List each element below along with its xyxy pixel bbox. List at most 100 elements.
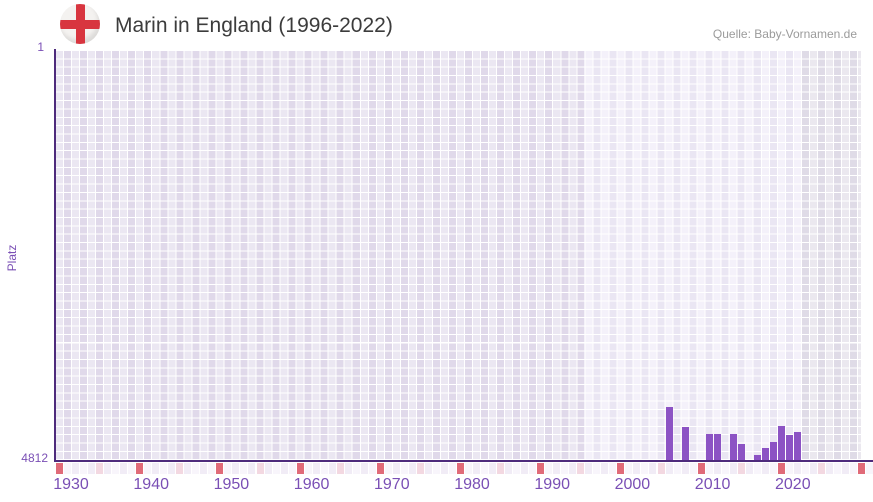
strip-cell-1973 bbox=[416, 463, 424, 474]
strip-cell-1957 bbox=[288, 463, 296, 474]
strip-cell-1977 bbox=[448, 463, 456, 474]
strip-cell-1948 bbox=[216, 463, 224, 474]
strip-cell-1936 bbox=[120, 463, 128, 474]
y-axis-max-label: 1 bbox=[37, 40, 44, 54]
x-tick-2020: 2020 bbox=[775, 476, 811, 493]
strip-cell-2023 bbox=[817, 463, 825, 474]
bar-2012[interactable] bbox=[729, 434, 737, 461]
strip-cell-1986 bbox=[521, 463, 529, 474]
strip-cell-1941 bbox=[160, 463, 168, 474]
strip-cell-1934 bbox=[104, 463, 112, 474]
x-axis-ticks: 1930 1940 1950 1960 1970 1980 1990 2000 2010 2020 bbox=[53, 476, 873, 496]
strip-cell-2009 bbox=[705, 463, 713, 474]
strip-cell-2008 bbox=[697, 463, 705, 474]
strip-cell-2007 bbox=[689, 463, 697, 474]
bar-2016[interactable] bbox=[761, 448, 769, 461]
bar-2006[interactable] bbox=[681, 427, 689, 461]
strip-cell-1975 bbox=[432, 463, 440, 474]
strip-cell-1997 bbox=[609, 463, 617, 474]
strip-cell-2003 bbox=[657, 463, 665, 474]
strip-cell-1964 bbox=[344, 463, 352, 474]
strip-cell-1999 bbox=[625, 463, 633, 474]
y-axis-line bbox=[54, 49, 56, 462]
y-axis-title: Platz bbox=[5, 244, 19, 272]
strip-cell-1939 bbox=[144, 463, 152, 474]
strip-cell-1940 bbox=[152, 463, 160, 474]
strip-cell-1988 bbox=[537, 463, 545, 474]
strip-cell-2022 bbox=[809, 463, 817, 474]
strip-cell-1958 bbox=[296, 463, 304, 474]
strip-cell-1994 bbox=[585, 463, 593, 474]
strip-cell-1937 bbox=[128, 463, 136, 474]
strip-cell-1935 bbox=[112, 463, 120, 474]
strip-cell-2002 bbox=[649, 463, 657, 474]
strip-cell-1978 bbox=[457, 463, 464, 474]
strip-cell-1953 bbox=[256, 463, 264, 474]
x-tick-1960: 1960 bbox=[293, 476, 330, 493]
bar-2013[interactable] bbox=[737, 444, 745, 461]
strip-cell-1981 bbox=[481, 463, 489, 474]
strip-cell-2005 bbox=[673, 463, 681, 474]
strip-cell-2019 bbox=[785, 463, 793, 474]
strip-cell-1928 bbox=[56, 463, 63, 474]
strip-cell-1951 bbox=[240, 463, 248, 474]
timeline-strip bbox=[55, 463, 873, 474]
strip-cell-1963 bbox=[336, 463, 344, 474]
bar-2018[interactable] bbox=[777, 426, 785, 461]
strip-cell-1995 bbox=[593, 463, 601, 474]
strip-cell-1952 bbox=[248, 463, 256, 474]
bar-2009[interactable] bbox=[705, 434, 713, 461]
x-tick-1930: 1930 bbox=[53, 476, 89, 493]
strip-cell-2024 bbox=[825, 463, 833, 474]
y-axis-min-label: 4812 bbox=[21, 451, 48, 465]
strip-cell-2000 bbox=[633, 463, 641, 474]
bar-2010[interactable] bbox=[713, 434, 721, 461]
strip-cell-1954 bbox=[264, 463, 272, 474]
page-title: Marin in England (1996-2022) bbox=[115, 14, 393, 37]
strip-cell-1938 bbox=[136, 463, 144, 474]
strip-cell-2026 bbox=[841, 463, 849, 474]
bar-2015[interactable] bbox=[753, 454, 761, 461]
strip-cell-1962 bbox=[328, 463, 336, 474]
strip-cell-1929 bbox=[64, 463, 72, 474]
strip-cell-2021 bbox=[801, 463, 809, 474]
strip-cell-2029 bbox=[866, 463, 873, 474]
strip-cell-1955 bbox=[272, 463, 280, 474]
strip-cell-1984 bbox=[505, 463, 513, 474]
bar-2019[interactable] bbox=[785, 435, 793, 461]
plot-area bbox=[55, 50, 861, 461]
strip-cell-1968 bbox=[376, 463, 384, 474]
strip-cell-1996 bbox=[601, 463, 609, 474]
strip-cell-2006 bbox=[681, 463, 689, 474]
bar-2020[interactable] bbox=[793, 432, 801, 461]
strip-cell-2015 bbox=[753, 463, 761, 474]
strip-cell-2012 bbox=[729, 463, 737, 474]
strip-cell-1979 bbox=[465, 463, 473, 474]
strip-cell-1967 bbox=[368, 463, 376, 474]
strip-cell-2017 bbox=[769, 463, 777, 474]
strip-cell-1989 bbox=[545, 463, 553, 474]
strip-cell-1950 bbox=[232, 463, 240, 474]
strip-cell-1971 bbox=[400, 463, 408, 474]
strip-cell-1931 bbox=[80, 463, 88, 474]
strip-cell-2011 bbox=[721, 463, 729, 474]
x-tick-1980: 1980 bbox=[454, 476, 490, 493]
strip-cell-1944 bbox=[184, 463, 192, 474]
x-tick-1970: 1970 bbox=[374, 476, 410, 493]
strip-cell-1930 bbox=[72, 463, 80, 474]
bar-2017[interactable] bbox=[769, 442, 777, 461]
flag-cross-horizontal bbox=[60, 19, 100, 29]
strip-cell-1945 bbox=[192, 463, 200, 474]
strip-cell-1985 bbox=[513, 463, 521, 474]
strip-cell-1959 bbox=[304, 463, 312, 474]
strip-cell-1946 bbox=[200, 463, 208, 474]
source-attribution: Quelle: Baby-Vornamen.de bbox=[712, 27, 857, 41]
strip-cell-1956 bbox=[280, 463, 288, 474]
strip-cell-1972 bbox=[408, 463, 416, 474]
strip-cell-2018 bbox=[777, 463, 785, 474]
x-tick-2010: 2010 bbox=[694, 476, 731, 493]
strip-cell-1960 bbox=[312, 463, 320, 474]
bar-2004[interactable] bbox=[665, 407, 673, 461]
x-tick-1950: 1950 bbox=[213, 476, 250, 493]
